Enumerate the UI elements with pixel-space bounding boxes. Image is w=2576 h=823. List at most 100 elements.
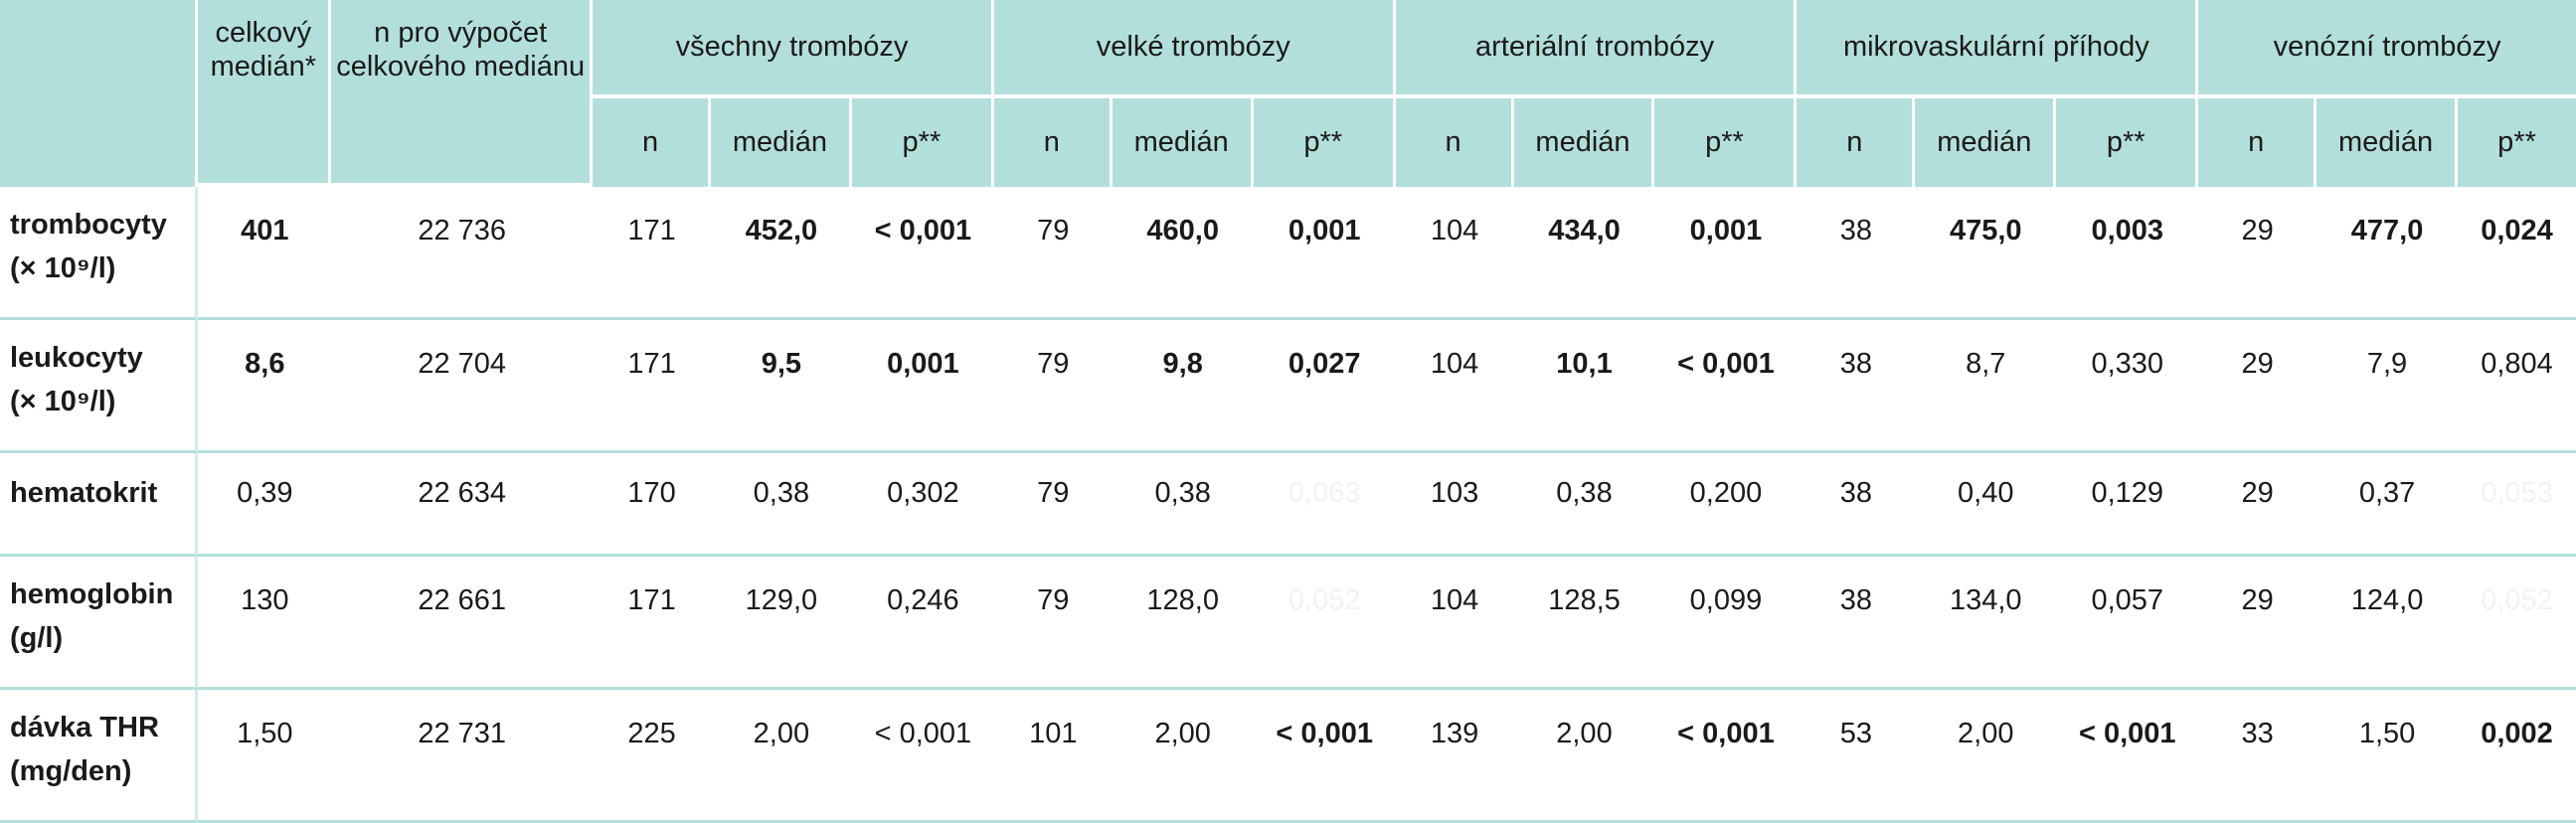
cell-celkovy-median: 130 (198, 557, 332, 690)
cell-p: < 0,001 (851, 187, 994, 320)
subheader-p: p** (2056, 98, 2199, 187)
cell-p: 0,052 (1253, 557, 1396, 690)
cell-median: 10,1 (1513, 320, 1655, 453)
subheader-median: medián (1112, 98, 1254, 187)
cell-median: 434,0 (1513, 187, 1655, 320)
row-label-name: hematokrit (10, 477, 158, 509)
cell-median: 1,50 (2317, 690, 2459, 823)
cell-median: 460,0 (1112, 187, 1254, 320)
cell-p: < 0,001 (1654, 320, 1798, 453)
subheader-n: n (993, 98, 1113, 187)
row-label-name: leukocyty (10, 342, 143, 374)
row-label-unit: (× 10⁹/l) (10, 252, 116, 284)
cell-median: 8,7 (1915, 320, 2057, 453)
cell-median: 129,0 (710, 557, 852, 690)
subheader-p: p** (1253, 98, 1396, 187)
cell-p: < 0,001 (2056, 690, 2199, 823)
header-group-mikrovaskularni: mikrovaskulární příhody (1797, 0, 2199, 98)
subheader-median: medián (1513, 98, 1655, 187)
cell-n: 104 (1395, 187, 1514, 320)
cell-p: 0,063 (1253, 453, 1396, 557)
subheader-n: n (1395, 98, 1514, 187)
row-label-unit: (g/l) (10, 622, 64, 654)
cell-p: 0,052 (2458, 557, 2576, 690)
table-row: dávka THR (mg/den) 1,50 22 731 225 2,00 <… (0, 690, 2576, 823)
table-row: hematokrit 0,39 22 634 170 0,38 0,302 79… (0, 453, 2576, 557)
cell-n: 38 (1797, 320, 1916, 453)
cell-p: 0,804 (2458, 320, 2576, 453)
header-row-sub: n medián p** n medián p** n medián p** n… (0, 98, 2576, 187)
cell-n-total: 22 704 (331, 320, 594, 453)
cell-median: 9,8 (1112, 320, 1254, 453)
header-group-vsechny: všechny trombózy (593, 0, 994, 98)
cell-n: 171 (593, 557, 711, 690)
cell-median: 128,0 (1112, 557, 1254, 690)
cell-median: 0,37 (2317, 453, 2459, 557)
cell-median: 2,00 (1915, 690, 2057, 823)
cell-p: 0,302 (851, 453, 994, 557)
cell-median: 0,38 (710, 453, 852, 557)
cell-median: 0,40 (1915, 453, 2057, 557)
cell-median: 2,00 (1513, 690, 1655, 823)
cell-p: 0,246 (851, 557, 994, 690)
cell-celkovy-median: 401 (198, 187, 332, 320)
cell-p: 0,001 (851, 320, 994, 453)
header-group-arterialni: arteriální trombózy (1395, 0, 1798, 98)
subheader-n: n (1797, 98, 1916, 187)
cell-p: 0,001 (1253, 187, 1396, 320)
subheader-n: n (2198, 98, 2318, 187)
cell-n: 104 (1395, 320, 1514, 453)
cell-median: 134,0 (1915, 557, 2057, 690)
subheader-median: medián (1915, 98, 2057, 187)
cell-n-total: 22 731 (331, 690, 594, 823)
header-celkovy-median: celkový medián* (198, 0, 332, 187)
cell-median: 452,0 (710, 187, 852, 320)
cell-median: 475,0 (1915, 187, 2057, 320)
table-row: hemoglobin (g/l) 130 22 661 171 129,0 0,2… (0, 557, 2576, 690)
row-label: leukocyty (× 10⁹/l) (0, 320, 199, 453)
subheader-median: medián (2317, 98, 2459, 187)
header-corner (0, 0, 199, 187)
cell-median: 9,5 (710, 320, 852, 453)
cell-median: 124,0 (2317, 557, 2459, 690)
row-label: hematokrit (0, 453, 199, 557)
row-label-name: trombocyty (10, 209, 167, 241)
cell-p: < 0,001 (1253, 690, 1396, 823)
row-label: hemoglobin (g/l) (0, 557, 199, 690)
cell-median: 7,9 (2317, 320, 2459, 453)
cell-n: 79 (993, 187, 1113, 320)
cell-n: 38 (1797, 557, 1916, 690)
cell-p: 0,001 (1654, 187, 1798, 320)
cell-celkovy-median: 8,6 (198, 320, 332, 453)
cell-p: 0,200 (1654, 453, 1798, 557)
cell-n: 171 (593, 320, 711, 453)
cell-n: 29 (2198, 320, 2318, 453)
cell-n: 104 (1395, 557, 1514, 690)
cell-p: 0,129 (2056, 453, 2199, 557)
header-row-groups: celkový medián* n pro výpočet celkového … (0, 0, 2576, 187)
subheader-p: p** (1654, 98, 1798, 187)
cell-n-total: 22 736 (331, 187, 594, 320)
cell-p: < 0,001 (1654, 690, 1798, 823)
cell-n-total: 22 634 (331, 453, 594, 557)
cell-n: 38 (1797, 187, 1916, 320)
row-label: trombocyty (× 10⁹/l) (0, 187, 199, 320)
table-row: leukocyty (× 10⁹/l) 8,6 22 704 171 9,5 0,… (0, 320, 2576, 453)
cell-median: 0,38 (1112, 453, 1254, 557)
row-label-unit: (× 10⁹/l) (10, 386, 116, 417)
cell-p: 0,330 (2056, 320, 2199, 453)
cell-n: 225 (593, 690, 711, 823)
row-label: dávka THR (mg/den) (0, 690, 199, 823)
subheader-p: p** (851, 98, 994, 187)
cell-n: 171 (593, 187, 711, 320)
cell-median: 2,00 (1112, 690, 1254, 823)
cell-n: 33 (2198, 690, 2318, 823)
cell-median: 128,5 (1513, 557, 1655, 690)
cell-n-total: 22 661 (331, 557, 594, 690)
cell-p: 0,002 (2458, 690, 2576, 823)
subheader-p: p** (2458, 98, 2576, 187)
header-group-venozni: venózní trombózy (2198, 0, 2576, 98)
row-label-unit: (mg/den) (10, 755, 132, 787)
cell-n: 101 (993, 690, 1113, 823)
